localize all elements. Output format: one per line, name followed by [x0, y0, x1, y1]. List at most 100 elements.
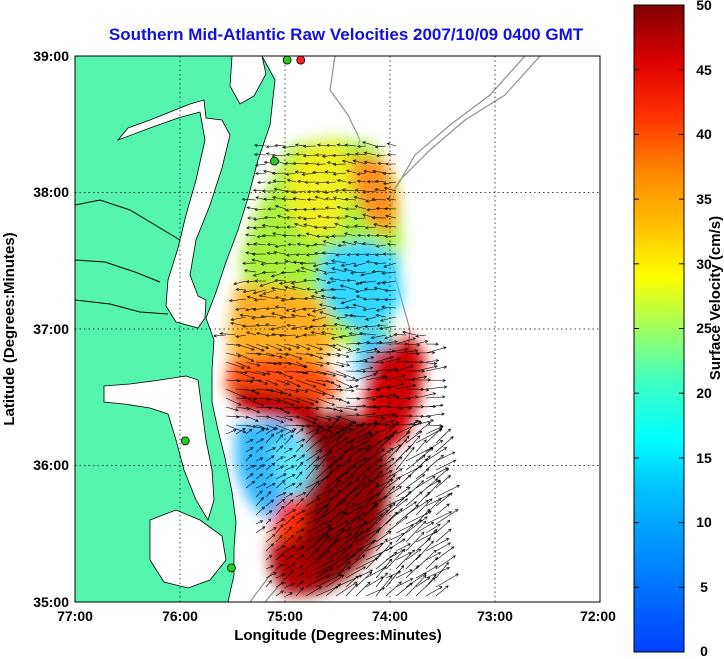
current-vector-arrow [274, 244, 287, 248]
current-vector-arrow [405, 565, 420, 579]
current-vector-arrow [363, 160, 377, 165]
current-vector-arrow [311, 316, 327, 322]
current-vector-arrow [340, 262, 357, 267]
current-vector-arrow [255, 496, 264, 507]
current-vector-arrow [335, 474, 355, 489]
current-vector-arrow [329, 277, 347, 282]
current-vector-arrow [305, 429, 320, 444]
current-vector-arrow [355, 571, 373, 588]
current-vector-arrow [366, 208, 377, 212]
current-vector-arrow [435, 436, 454, 453]
current-vector-arrow [274, 205, 287, 210]
current-vector-arrow [385, 214, 397, 219]
current-vector-arrow [365, 253, 377, 257]
current-vector-arrow [325, 457, 344, 471]
current-vector-arrow [380, 316, 397, 322]
current-vector-arrow [345, 378, 359, 382]
current-vector-arrow [415, 334, 427, 338]
current-vector-arrow [395, 445, 412, 462]
current-vector-arrow [322, 324, 337, 328]
current-vector-arrow [385, 476, 401, 489]
current-vector-arrow [295, 269, 307, 273]
current-vector-arrow [335, 361, 351, 367]
current-vector-arrow [425, 439, 444, 453]
current-vector-arrow [383, 186, 397, 192]
current-vector-arrow [345, 431, 373, 444]
current-vector-arrow [305, 480, 320, 498]
current-vector-arrow [331, 267, 347, 273]
current-vector-arrow [285, 592, 293, 597]
y-tick-labels: 39:00 38:00 37:00 36:00 35:00 [33, 48, 69, 610]
current-vector-arrow [315, 277, 327, 282]
current-vector-arrow [385, 162, 396, 166]
current-vector-arrow [385, 564, 405, 588]
current-vector-arrow [325, 526, 352, 543]
current-vector-arrow [245, 233, 257, 237]
current-vector-arrow [264, 215, 277, 220]
current-vector-arrow [271, 171, 287, 175]
current-vector-arrow [235, 397, 258, 401]
current-vector-arrow [314, 195, 327, 201]
current-vector-arrow [267, 207, 277, 211]
current-vector-arrow [295, 438, 306, 444]
current-vector-arrow [255, 473, 264, 480]
current-vector-arrow [435, 561, 449, 579]
current-vector-arrow [257, 180, 267, 185]
current-vector-arrow [219, 332, 237, 336]
current-vector-arrow [315, 508, 329, 525]
current-vector-arrow [365, 417, 386, 435]
current-vector-arrow [245, 406, 261, 414]
current-vector-arrow [345, 325, 357, 329]
current-vector-arrow [253, 298, 267, 302]
current-vector-arrow [345, 441, 367, 453]
current-vector-arrow [335, 370, 356, 380]
current-vector-arrow [336, 205, 347, 210]
current-vector-arrow [265, 510, 273, 516]
current-vector-arrow [415, 537, 431, 552]
current-vector-arrow [325, 567, 352, 579]
current-vector-arrow [290, 313, 307, 318]
current-vector-arrow [353, 216, 367, 221]
current-vector-arrow [229, 298, 247, 303]
current-vector-arrow [346, 253, 357, 257]
current-vector-arrow [435, 519, 451, 534]
current-vector-arrow [258, 294, 277, 300]
current-vector-arrow [435, 468, 450, 480]
current-vector-arrow [275, 563, 284, 570]
current-vector-arrow [354, 188, 367, 192]
current-vector-arrow [385, 421, 399, 435]
current-vector-arrow [253, 242, 267, 246]
current-vector-arrow [315, 153, 327, 157]
current-vector-arrow [275, 581, 285, 588]
current-vector-arrow [265, 307, 277, 311]
current-vector-arrow [353, 195, 367, 201]
river-york [75, 259, 161, 283]
current-vector-arrow [325, 430, 340, 444]
current-vector-arrow [415, 468, 430, 480]
current-vector-arrow [385, 395, 400, 399]
current-vector-arrow [344, 207, 357, 211]
current-vector-arrow [245, 361, 261, 367]
current-vector-arrow [265, 427, 277, 435]
current-vector-arrow [346, 278, 357, 282]
current-vector-arrow [275, 492, 287, 498]
current-vector-arrow [265, 543, 275, 552]
current-vector-arrow [375, 424, 396, 435]
colorbar-tick-label: 35 [696, 191, 712, 207]
current-vector-arrow [415, 447, 434, 462]
current-vector-arrow [335, 388, 355, 393]
current-vector-arrow [393, 332, 407, 337]
current-vector-arrow [265, 397, 281, 403]
current-vector-arrow [315, 435, 342, 453]
colorbar-tick-labels: 50 45 40 35 30 25 20 15 10 5 0 [696, 0, 712, 659]
current-vector-arrow [365, 415, 385, 419]
current-vector-arrow [260, 314, 277, 319]
current-vector-arrow [314, 289, 327, 294]
current-vector-arrow [375, 393, 397, 399]
current-vector-arrow [385, 516, 408, 534]
current-vector-arrow [315, 497, 333, 507]
current-vector-arrow [251, 258, 267, 264]
current-vector-arrow [385, 374, 406, 381]
current-vector-arrow [366, 180, 377, 184]
x-tick-labels: 77:00 76:00 75:00 74:00 73:00 72:00 [57, 608, 616, 624]
